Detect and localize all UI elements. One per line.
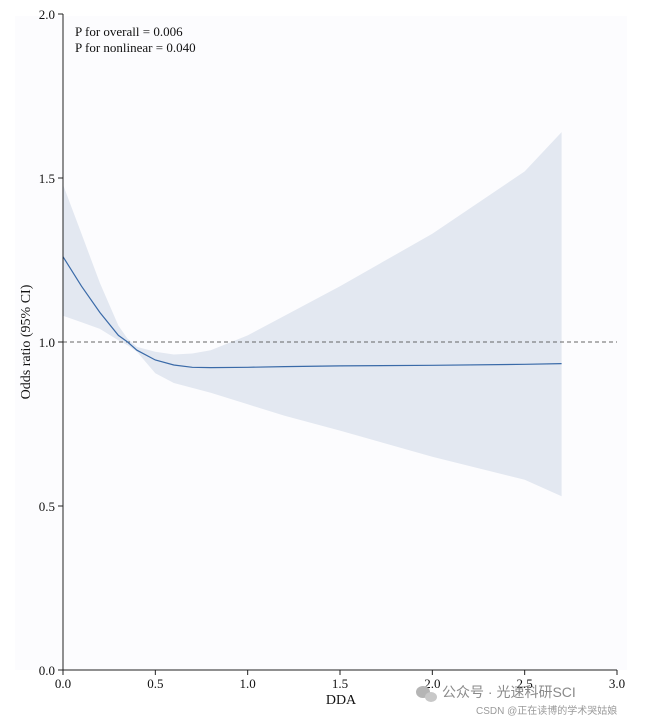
- odds-ratio-line: [62, 256, 562, 369]
- y-tick-label: 0.0: [39, 663, 55, 678]
- x-tick-label: 3.0: [609, 676, 625, 691]
- x-tick-label: 1.0: [240, 676, 256, 691]
- x-tick-label: 0.5: [147, 676, 163, 691]
- y-tick-label: 0.5: [39, 499, 55, 514]
- annotation-p-nonlinear: P for nonlinear = 0.040: [75, 40, 196, 55]
- y-tick-label: 1.5: [39, 171, 55, 186]
- annotation-p-overall: P for overall = 0.006: [75, 24, 183, 39]
- y-tick-label: 1.0: [39, 335, 55, 350]
- y-tick-label: 2.0: [39, 7, 55, 22]
- wechat-icon: [416, 686, 437, 702]
- y-axis-title: Odds ratio (95% CI): [19, 284, 34, 399]
- x-tick-label: 0.0: [55, 676, 71, 691]
- ci-band: [63, 132, 562, 497]
- watermark-main-text: 公众号 · 光速科研SCI: [442, 684, 576, 700]
- axes: 0.0 0.5 1.0 1.5 2.0 2.5 3.0 0.0 0.5 1.0 1.5 2.0: [39, 7, 625, 691]
- x-tick-label: 2.5: [517, 676, 533, 691]
- x-tick-label: 2.0: [424, 676, 440, 691]
- watermark: 公众号 · 光速科研SCI CSDN @正在读博的学术哭姑娘: [416, 684, 617, 717]
- x-tick-label: 1.5: [332, 676, 348, 691]
- watermark-sub-text: CSDN @正在读博的学术哭姑娘: [476, 704, 617, 717]
- x-axis-title: DDA: [326, 693, 357, 708]
